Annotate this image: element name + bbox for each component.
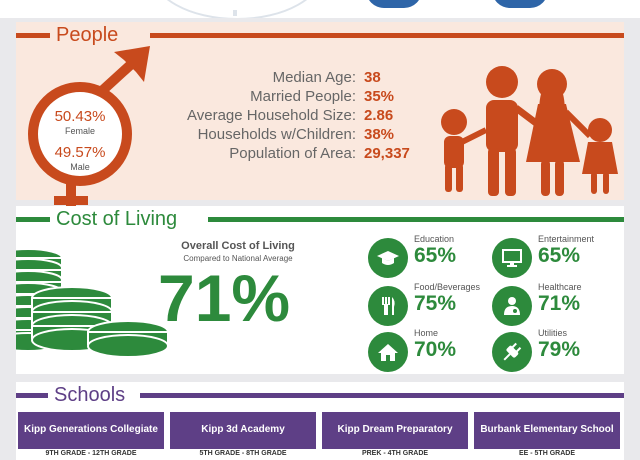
category-value: 65% [414,244,457,267]
category-entertainment: Entertainment 65% [492,234,622,280]
schools-section: Schools Kipp Generations Collegiate 9TH … [16,382,624,460]
header-rule [150,33,624,38]
stat-value: 35% [364,88,395,105]
stat-value: 38 [364,69,381,86]
stat-value: 38% [364,126,395,143]
school-name: Kipp Generations Collegiate [24,424,158,435]
category-food: Food/Beverages 75% [368,282,498,328]
previous-section-fragment [0,0,640,18]
header-rule [208,217,624,222]
stat-value: 29,337 [364,145,410,162]
category-value: 65% [538,244,581,267]
school-grades: 5TH GRADE - 8TH GRADE [170,449,316,459]
header-rule [16,217,50,222]
money-stack-icon [16,248,169,358]
gender-ring [28,82,132,186]
male-percent: 49.57% [54,144,106,161]
monitor-icon [492,238,532,278]
male-label: Male [70,162,90,172]
category-label: Education [414,234,455,244]
gauge-tick-fragment [233,10,237,16]
stat-value: 2.86 [364,107,394,124]
female-cross-icon [54,196,88,205]
school-grades: PREK - 4TH GRADE [322,449,468,459]
doctor-icon [492,286,532,326]
cost-title: Cost of Living [56,208,178,230]
header-rule [16,33,50,38]
cost-of-living-section: Cost of Living [16,206,624,374]
school-name: Burbank Elementary School [480,424,614,435]
header-rule [16,393,48,398]
stat-label: Population of Area: [229,145,356,162]
schools-title: Schools [54,384,126,406]
overall-cost-title: Overall Cost of Living [181,240,295,252]
category-home: Home 70% [368,328,498,374]
category-label: Food/Beverages [414,282,481,292]
school-grades: EE - 5TH GRADE [474,449,620,459]
stat-row: Population of Area: 29,337 [156,144,416,163]
family-icon [441,66,618,196]
stat-label: Households w/Children: [197,126,356,143]
category-label: Healthcare [538,282,582,292]
category-label: Entertainment [538,234,595,244]
category-value: 79% [538,338,581,361]
header-rule [140,393,624,398]
people-header: People [16,22,624,48]
female-percent: 50.43% [54,108,106,125]
school-card[interactable]: Burbank Elementary School EE - 5TH GRADE [474,412,620,459]
blue-badge-fragment [492,0,548,8]
stat-row: Average Household Size: 2.86 [156,106,416,125]
category-label: Home [414,328,439,338]
category-value: 71% [538,292,581,315]
stat-row: Median Age: 38 [156,68,416,87]
stat-row: Households w/Children: 38% [156,125,416,144]
people-title: People [56,24,119,46]
female-label: Female [64,126,95,136]
plug-icon [492,332,532,372]
utensils-icon [368,286,408,326]
gender-symbol: 50.43% Female 49.57% Male [26,46,156,214]
category-value: 70% [414,338,457,361]
schools-header: Schools [16,382,624,408]
school-card[interactable]: Kipp 3d Academy 5TH GRADE - 8TH GRADE [170,412,316,459]
home-icon [368,332,408,372]
people-stats: Median Age: 38 Married People: 35% Avera… [156,68,416,163]
school-grades: 9TH GRADE - 12TH GRADE [18,449,164,459]
category-utilities: Utilities 79% [492,328,622,374]
category-label: Utilities [538,328,568,338]
school-card[interactable]: Kipp Generations Collegiate 9TH GRADE - … [18,412,164,459]
overall-cost-value: 71% [158,261,291,335]
people-section: People 50.43% Female 49.57% Male Median … [16,22,624,214]
overall-cost-subtitle: Compared to National Average [183,254,293,263]
category-education: Education 65% [368,234,498,280]
school-name: Kipp Dream Preparatory [337,424,453,435]
stat-label: Average Household Size: [187,107,356,124]
stat-label: Married People: [250,88,356,105]
cost-header: Cost of Living [16,206,624,232]
blue-badge-fragment [366,0,422,8]
stat-row: Married People: 35% [156,87,416,106]
gauge-arc-fragment [150,0,324,18]
graduation-cap-icon [368,238,408,278]
stat-label: Median Age: [272,69,356,86]
school-card[interactable]: Kipp Dream Preparatory PREK - 4TH GRADE [322,412,468,459]
category-healthcare: Healthcare 71% [492,282,622,328]
category-value: 75% [414,292,457,315]
school-name: Kipp 3d Academy [201,424,285,435]
